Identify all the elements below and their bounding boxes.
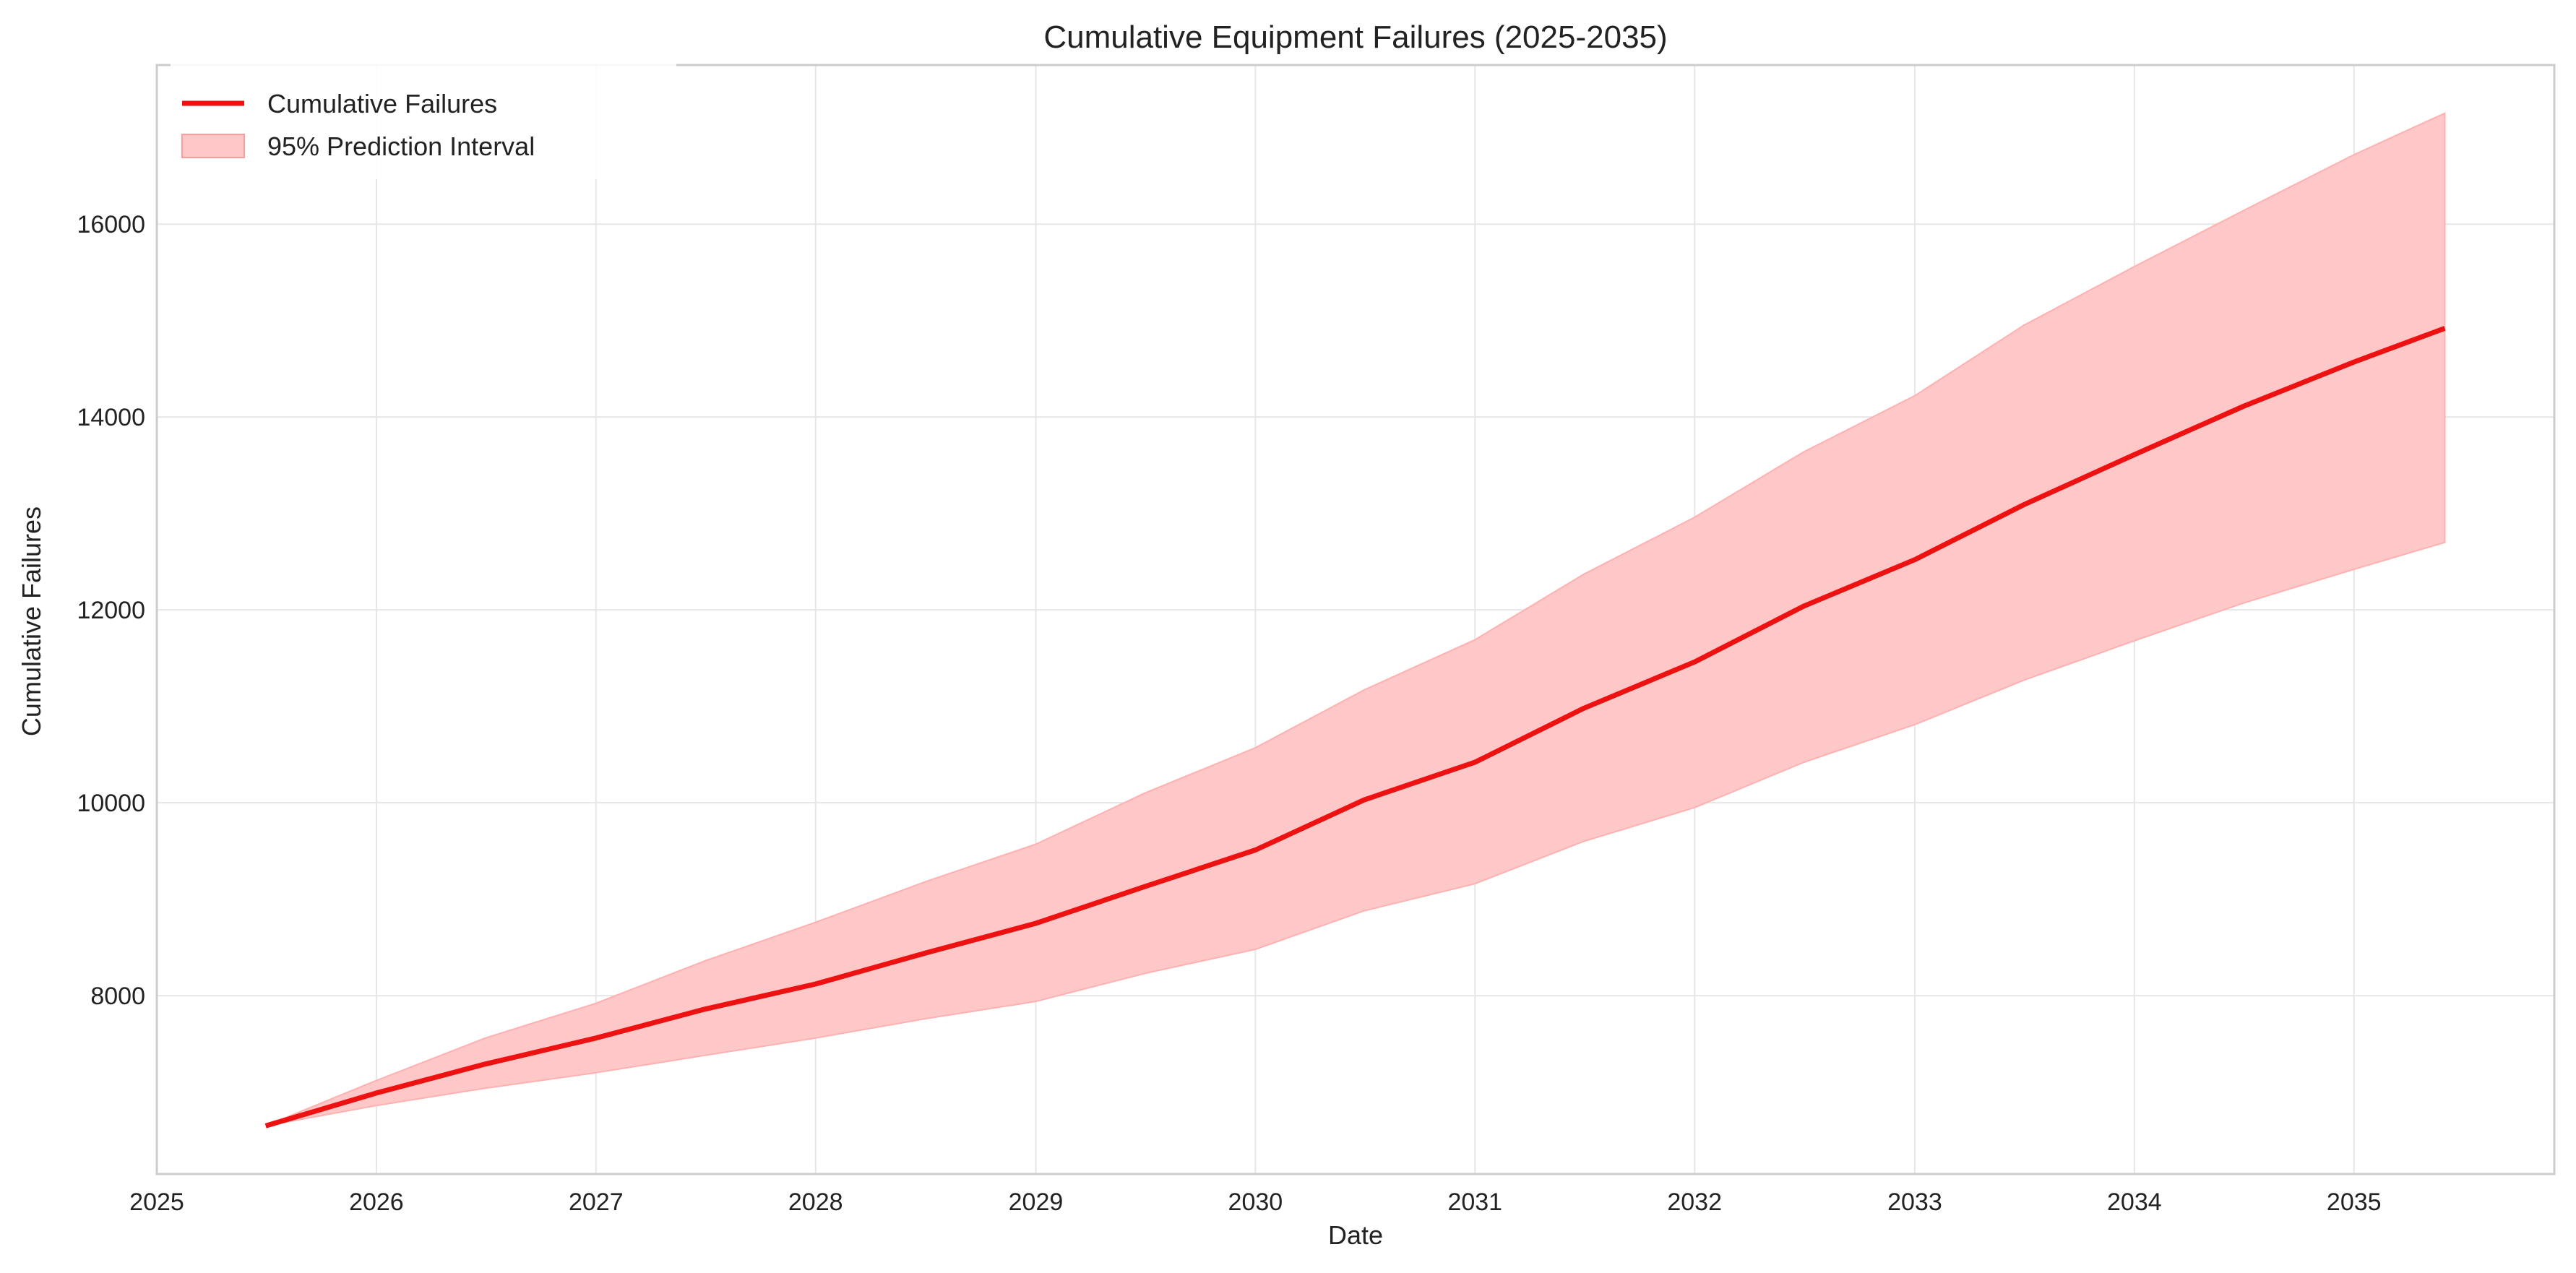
x-tick-label: 2028: [788, 1188, 843, 1216]
x-tick-labels: 2025 2026 2027 2028 2029 2030 2031 2032 2033 2034…: [129, 1188, 2381, 1216]
x-tick-label: 2027: [569, 1188, 624, 1216]
legend-band-swatch: [181, 134, 245, 158]
cumulative-failures-layer: [264, 326, 2446, 1129]
prediction-interval-layer: [265, 112, 2446, 1127]
legend-background: [171, 56, 676, 179]
x-tick-label: 2033: [1887, 1188, 1942, 1216]
y-tick-label: 14000: [77, 404, 145, 431]
x-tick-label: 2030: [1228, 1188, 1283, 1216]
x-axis-label: Date: [1328, 1220, 1383, 1250]
legend: Cumulative Failures 95% Prediction Inter…: [171, 56, 676, 179]
chart-title: Cumulative Equipment Failures (2025-2035…: [1043, 20, 1667, 55]
y-tick-labels: 8000 10000 12000 14000 16000: [77, 211, 145, 1010]
prediction-interval-band: [265, 112, 2446, 1127]
y-tick-label: 16000: [77, 211, 145, 238]
x-tick-label: 2035: [2327, 1188, 2382, 1216]
legend-label-prediction-interval: 95% Prediction Interval: [267, 131, 535, 161]
cumulative-failures-line: [264, 326, 2446, 1129]
plot-frame: [155, 64, 2556, 1175]
x-tick-label: 2025: [129, 1188, 184, 1216]
x-tick-label: 2029: [1009, 1188, 1064, 1216]
legend-label-cumulative-failures: Cumulative Failures: [267, 89, 497, 118]
x-tick-label: 2031: [1447, 1188, 1502, 1216]
y-tick-label: 8000: [90, 983, 145, 1010]
y-tick-label: 10000: [77, 790, 145, 817]
x-tick-label: 2026: [349, 1188, 404, 1216]
x-tick-label: 2032: [1667, 1188, 1722, 1216]
y-tick-label: 12000: [77, 597, 145, 624]
x-tick-label: 2034: [2107, 1188, 2162, 1216]
y-axis-label: Cumulative Failures: [17, 506, 46, 736]
